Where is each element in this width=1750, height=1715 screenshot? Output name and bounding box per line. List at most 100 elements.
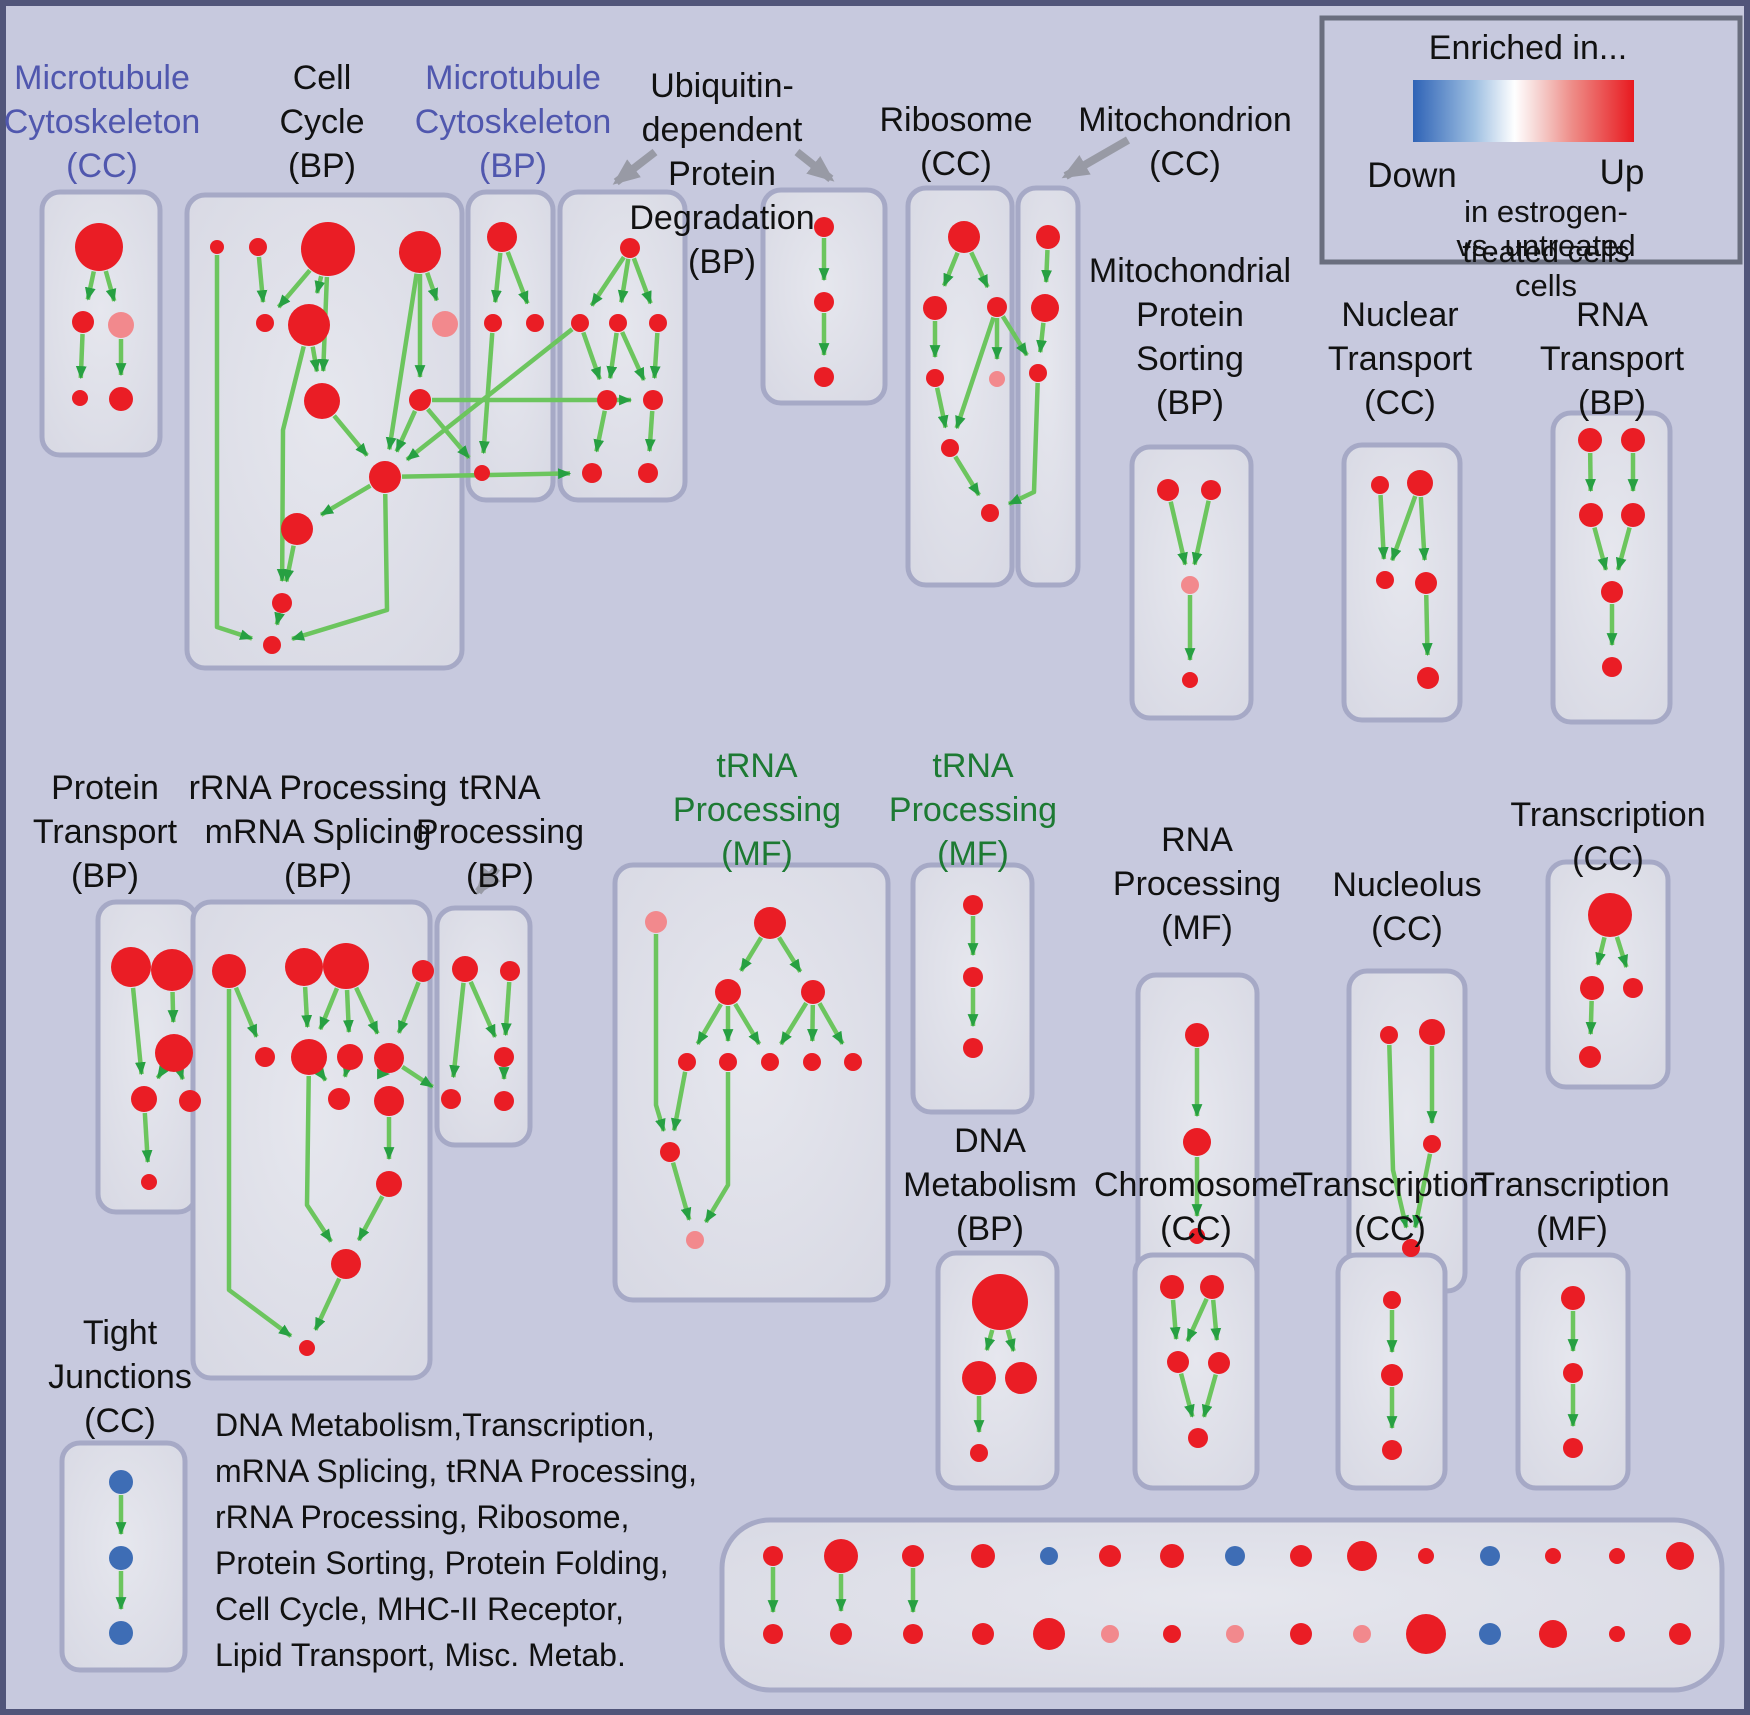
- go-term-node: [902, 1545, 924, 1567]
- edge-arrow: [777, 936, 803, 973]
- go-term-node: [111, 947, 151, 987]
- go-term-node: [1185, 1023, 1209, 1047]
- go-term-node: [824, 1539, 858, 1573]
- go-term-node: [814, 217, 834, 237]
- cluster-box-misc-bottom-panel: [719, 1517, 1725, 1693]
- edge-arrow: [1005, 1329, 1016, 1353]
- edge-arrow: [1390, 495, 1418, 562]
- go-term-node: [255, 1047, 275, 1067]
- edge-arrow: [291, 493, 390, 642]
- go-term-node: [1163, 1625, 1181, 1643]
- edge-arrow: [589, 255, 626, 307]
- edge-arrow: [405, 327, 574, 462]
- go-term-node: [814, 367, 834, 387]
- go-term-node: [1376, 571, 1394, 589]
- go-term-node: [72, 311, 94, 333]
- go-term-node: [963, 895, 983, 915]
- edge-arrow: [332, 414, 369, 457]
- go-term-node: [1101, 1625, 1119, 1643]
- edge-arrow: [426, 407, 471, 460]
- go-term-node: [299, 1340, 315, 1356]
- go-term-node: [1382, 1440, 1402, 1460]
- go-term-node: [1383, 1291, 1401, 1309]
- go-term-node: [249, 238, 267, 256]
- go-term-node: [1201, 480, 1221, 500]
- go-term-node: [620, 238, 640, 258]
- go-term-node: [1578, 428, 1602, 452]
- edge-arrow: [425, 272, 439, 302]
- edge-arrow: [670, 1161, 692, 1221]
- go-term-node: [801, 980, 825, 1004]
- go-term-node: [412, 960, 434, 982]
- edge-arrow: [283, 545, 296, 583]
- go-term-node: [1225, 1546, 1245, 1566]
- go-term-node: [1005, 1362, 1037, 1394]
- edge-arrow: [468, 980, 498, 1038]
- go-term-node: [179, 1090, 201, 1112]
- edge-arrow: [500, 981, 512, 1037]
- go-term-node: [643, 390, 663, 410]
- edge-arrow: [649, 332, 661, 380]
- go-term-node: [1188, 1428, 1208, 1448]
- go-term-node: [328, 1088, 350, 1110]
- go-term-node: [474, 465, 490, 481]
- edge-arrow: [1041, 249, 1053, 284]
- go-term-node: [926, 369, 944, 387]
- edge-arrow: [1614, 936, 1629, 969]
- go-term-node: [1160, 1544, 1184, 1568]
- go-term-node: [970, 1444, 988, 1462]
- edge-arrow: [1201, 1373, 1218, 1418]
- go-term-node: [1588, 893, 1632, 937]
- go-term-node: [1183, 1128, 1211, 1156]
- go-term-node: [1189, 1228, 1205, 1244]
- go-term-node: [432, 311, 458, 337]
- edge-arrow: [1000, 315, 1029, 357]
- edge-arrow: [631, 257, 653, 305]
- go-term-node: [972, 1274, 1028, 1330]
- go-term-node: [948, 221, 980, 253]
- go-term-node: [830, 1623, 852, 1645]
- edge-arrow: [173, 1066, 185, 1081]
- go-term-node: [1402, 1239, 1420, 1257]
- edge-arrow: [1421, 594, 1433, 657]
- go-term-node: [1561, 1286, 1585, 1310]
- go-term-node: [1579, 503, 1603, 527]
- go-term-node: [323, 943, 369, 989]
- go-term-node: [1621, 503, 1645, 527]
- go-term-node: [763, 1546, 783, 1566]
- go-term-node: [987, 297, 1007, 317]
- edge-arrow: [505, 251, 530, 305]
- go-term-node: [1601, 581, 1623, 603]
- go-term-node: [597, 390, 617, 410]
- go-term-node: [803, 1053, 821, 1071]
- go-term-node: [109, 1546, 133, 1570]
- go-term-node: [337, 1044, 363, 1070]
- go-term-node: [763, 1624, 783, 1644]
- edge-arrow: [276, 268, 312, 309]
- edge-arrow: [1387, 1044, 1409, 1229]
- go-term-node: [1040, 1547, 1058, 1565]
- edge-arrow: [274, 611, 285, 626]
- edge-arrow: [167, 991, 179, 1024]
- go-term-node: [210, 240, 224, 254]
- go-term-node: [761, 1053, 779, 1071]
- go-term-node: [399, 231, 441, 273]
- edge-arrow: [953, 455, 981, 497]
- go-term-node: [75, 223, 123, 271]
- edge-arrow: [313, 1277, 342, 1331]
- go-term-node: [272, 593, 292, 613]
- go-term-node: [962, 1361, 996, 1395]
- go-term-node: [649, 314, 667, 332]
- go-term-node: [1031, 294, 1059, 322]
- edge-arrow: [256, 256, 268, 304]
- edge-arrow: [984, 1329, 996, 1352]
- go-term-node: [151, 949, 193, 991]
- cluster-box-transcription_cc_r2: [1545, 859, 1671, 1090]
- go-term-node: [374, 1086, 404, 1116]
- go-term-node: [972, 1623, 994, 1645]
- edge-arrow: [817, 1002, 845, 1045]
- go-term-node: [1182, 672, 1198, 688]
- edge-arrow: [807, 1004, 818, 1043]
